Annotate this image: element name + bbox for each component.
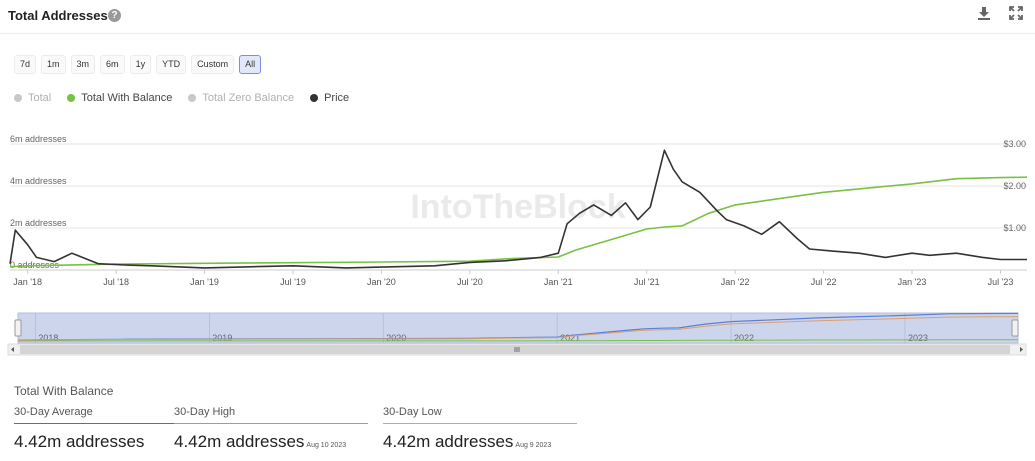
scroll-left-arrow-icon[interactable] (11, 347, 14, 352)
stat-label: 30-Day Average (14, 406, 93, 418)
chart-legend: Total Total With Balance Total Zero Balanc… (14, 92, 349, 104)
y-tick-label-right: $1.00 (1003, 223, 1026, 233)
download-icon[interactable] (975, 6, 993, 24)
x-tick-label: Jul '20 (457, 277, 483, 287)
scroll-right-arrow-icon[interactable] (1020, 347, 1023, 352)
fullscreen-icon[interactable] (1007, 6, 1025, 24)
x-tick-label: Jan '22 (721, 277, 750, 287)
navigator-year-label: 2018 (38, 333, 58, 343)
range-button-all[interactable]: All (239, 55, 262, 74)
navigator-year-label: 2021 (560, 333, 580, 343)
stat-card: 30-Day Average 4.42m addresses (14, 406, 208, 452)
time-range-selector: 7d 1m 3m 6m 1y YTD Custom All (14, 55, 262, 74)
stat-underline (174, 423, 368, 424)
chart-header: Total Addresses ? (0, 0, 1035, 34)
navigator-year-label: 2022 (734, 333, 754, 343)
range-button-custom[interactable]: Custom (191, 55, 235, 74)
navigator-year-label: 2019 (212, 333, 232, 343)
y-tick-label-right: $3.00 (1003, 139, 1026, 149)
stat-underline (14, 423, 208, 424)
range-button-1m[interactable]: 1m (41, 55, 66, 74)
x-tick-label: Jan '21 (544, 277, 573, 287)
range-button-ytd[interactable]: YTD (156, 55, 187, 74)
navigator-year-label: 2023 (908, 333, 928, 343)
y-tick-label-left: 4m addresses (10, 176, 67, 186)
range-button-7d[interactable]: 7d (14, 55, 37, 74)
series-line-total-with-balance (9, 176, 1028, 268)
legend-label: Total (28, 92, 52, 104)
x-tick-label: Jan '18 (13, 277, 42, 287)
y-tick-label-right: $2.00 (1003, 181, 1026, 191)
stats-title: Total With Balance (14, 384, 114, 398)
stat-value: 4.42m addresses Aug 9 2023 (383, 432, 577, 452)
help-circle-icon[interactable]: ? (108, 9, 121, 22)
stat-value: 4.42m addresses Aug 10 2023 (174, 432, 368, 452)
range-button-1y[interactable]: 1y (129, 55, 152, 74)
legend-dot-icon (67, 94, 76, 102)
navigator-balance-line (17, 339, 1018, 342)
legend-dot-icon (14, 94, 22, 102)
x-tick-label: Jul '22 (811, 277, 837, 287)
stat-underline (383, 423, 577, 424)
navigator-handle-left[interactable] (14, 319, 22, 337)
stat-date: Aug 10 2023 (306, 442, 347, 449)
stat-card: 30-Day High 4.42m addresses Aug 10 2023 (174, 406, 368, 452)
stat-value-text: 4.42m addresses (383, 432, 514, 451)
legend-dot-icon (188, 94, 197, 102)
y-tick-label-left: 6m addresses (10, 134, 67, 144)
page-title: Total Addresses (8, 8, 108, 23)
x-tick-label: Jan '23 (898, 277, 927, 287)
legend-label: Price (324, 92, 350, 104)
legend-label: Total With Balance (81, 92, 173, 104)
scroll-grip-icon (514, 347, 520, 352)
legend-item-total[interactable]: Total (14, 92, 51, 104)
legend-label: Total Zero Balance (202, 92, 295, 104)
legend-item-total-with-balance[interactable]: Total With Balance (67, 92, 172, 104)
range-button-3m[interactable]: 3m (70, 55, 96, 74)
x-tick-label: Jul '18 (103, 277, 129, 287)
navigator-zero-line (17, 316, 1019, 341)
stat-card: 30-Day Low 4.42m addresses Aug 9 2023 (383, 406, 577, 452)
stat-value-text: 4.42m addresses (174, 432, 305, 451)
x-tick-label: Jul '21 (634, 277, 660, 287)
navigator-selection[interactable] (17, 312, 1019, 344)
watermark-logo: IntoTheBlock (410, 188, 625, 226)
stat-label: 30-Day Low (383, 406, 442, 418)
stat-value-text: 4.42m addresses (14, 432, 145, 451)
stat-value: 4.42m addresses (14, 432, 208, 452)
stat-date: Aug 9 2023 (515, 442, 552, 449)
range-button-6m[interactable]: 6m (100, 55, 125, 74)
x-tick-label: Jan '20 (367, 277, 396, 287)
navigator-handle-right[interactable] (1011, 319, 1019, 337)
legend-item-total-zero-balance[interactable]: Total Zero Balance (188, 92, 294, 104)
x-tick-label: Jul '19 (280, 277, 306, 287)
x-tick-label: Jan '19 (190, 277, 219, 287)
x-tick-label: Jul '23 (988, 277, 1014, 287)
y-tick-label-left: 2m addresses (10, 218, 67, 228)
legend-dot-icon (310, 94, 319, 102)
legend-item-price[interactable]: Price (310, 92, 349, 104)
series-line-price (9, 149, 1027, 269)
stat-label: 30-Day High (174, 406, 236, 418)
